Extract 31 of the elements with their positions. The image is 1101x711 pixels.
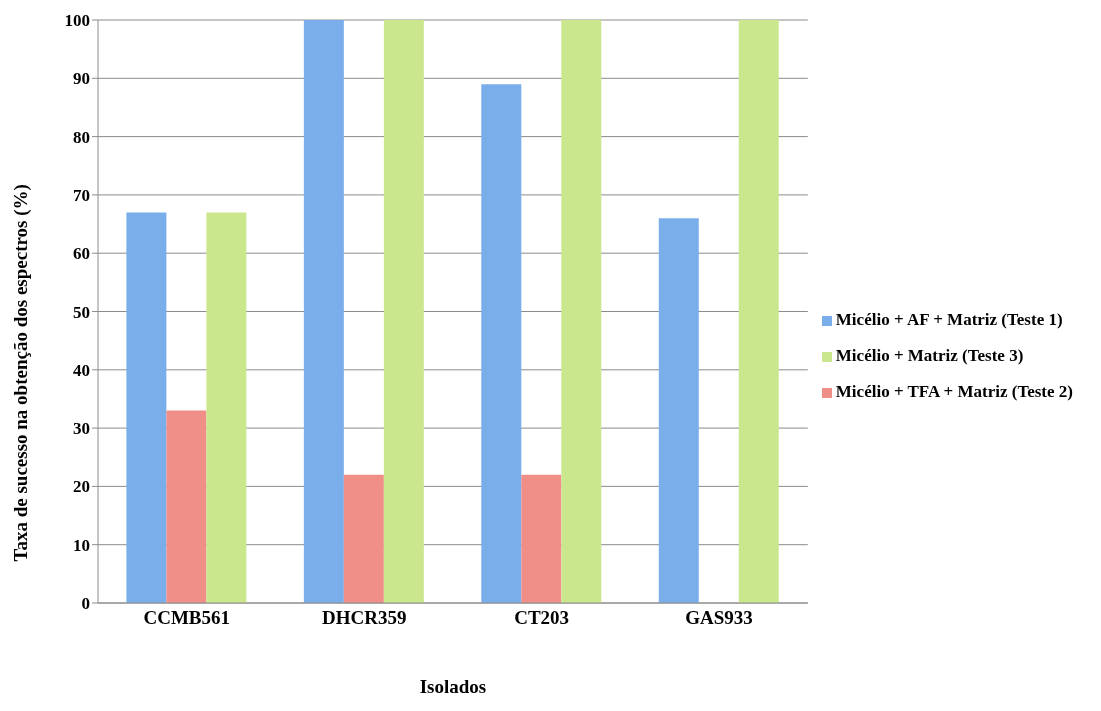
x-tick-label: DHCR359: [321, 607, 407, 629]
y-axis-title: Taxa de sucesso na obtenção dos espectros (%): [9, 184, 32, 562]
legend-label: Micélio + Matriz (Teste 3): [835, 345, 1024, 365]
bar: [166, 410, 207, 603]
x-axis-title: Isolados: [419, 676, 487, 697]
x-tick-label: GAS933: [685, 607, 753, 629]
y-tick-label: 80: [73, 127, 90, 147]
y-tick-label: 60: [73, 244, 90, 264]
bar: [561, 20, 602, 603]
y-tick-label: 90: [73, 69, 90, 89]
bar: [383, 20, 424, 603]
x-tick-label: CCMB561: [143, 607, 231, 629]
y-tick-label: 30: [73, 419, 90, 439]
y-tick-label: 10: [73, 535, 90, 555]
y-tick-label: 40: [73, 360, 90, 380]
bar: [343, 474, 384, 603]
y-tick-label: 50: [73, 302, 90, 322]
legend-label: Micélio + AF + Matriz (Teste 1): [835, 309, 1063, 329]
bar: [738, 20, 779, 603]
legend-label: Micélio + TFA + Matriz (Teste 2): [835, 381, 1073, 401]
bar: [521, 474, 562, 603]
bar: [481, 84, 522, 603]
y-tick-label: 20: [73, 477, 90, 497]
bar: [206, 212, 247, 603]
y-tick-label: 70: [73, 185, 90, 205]
y-tick-label: 100: [64, 11, 90, 31]
y-tick-label: 0: [81, 594, 90, 614]
bar: [658, 218, 699, 603]
bar: [303, 20, 344, 603]
bar: [126, 212, 167, 603]
x-tick-label: CT203: [514, 607, 570, 629]
